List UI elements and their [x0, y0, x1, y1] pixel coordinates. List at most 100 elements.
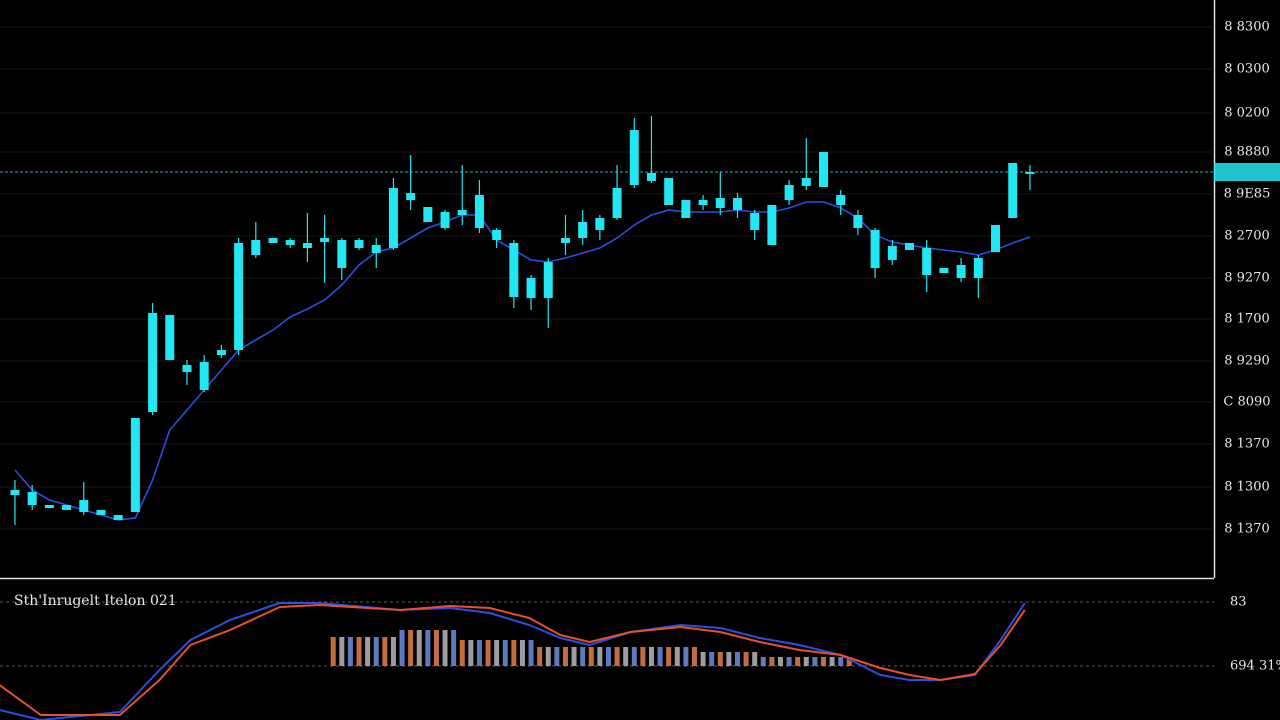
candle-body — [492, 230, 502, 240]
y-tick-label: 8 1300 — [1224, 480, 1270, 495]
y-tick-label: 694 31% — [1230, 659, 1280, 674]
candle-body — [302, 243, 312, 248]
candle-body — [406, 193, 416, 200]
histogram-bar — [356, 637, 362, 666]
y-tick-label: 8 9E85 — [1224, 187, 1271, 202]
histogram-bar — [709, 652, 715, 666]
histogram-bar — [614, 647, 620, 666]
y-tick-label: 8 1700 — [1224, 312, 1270, 327]
candle-body — [1025, 172, 1035, 174]
histogram-bar — [769, 657, 775, 666]
candle-body — [750, 213, 760, 230]
histogram-bar — [683, 647, 689, 666]
y-tick-label: 8 0200 — [1224, 106, 1270, 121]
y-tick-label: 8 9290 — [1224, 354, 1270, 369]
histogram-bar — [390, 637, 396, 666]
histogram-bar — [580, 647, 586, 666]
histogram-bar — [554, 647, 560, 666]
candle-body — [560, 238, 570, 243]
histogram-bar — [597, 647, 603, 666]
histogram-bar — [442, 630, 448, 666]
histogram-bar — [382, 637, 388, 666]
y-tick-label: 8 0300 — [1224, 62, 1270, 77]
histogram-bar — [812, 657, 818, 666]
histogram-bar — [416, 630, 422, 666]
histogram-bar — [519, 640, 525, 666]
candle-body — [767, 205, 777, 245]
candle-body — [371, 245, 381, 253]
histogram-bar — [365, 637, 371, 666]
histogram-bar — [537, 647, 543, 666]
histogram-bar — [545, 647, 551, 666]
histogram-bar — [330, 637, 336, 666]
candle-body — [578, 222, 588, 238]
candle-body — [130, 418, 140, 512]
candle-body — [182, 365, 192, 372]
candle-body — [96, 510, 106, 515]
candle-body — [509, 243, 519, 297]
candle-body — [801, 178, 811, 186]
candle-body — [836, 195, 846, 205]
candle-body — [595, 218, 605, 230]
candle-body — [440, 212, 450, 228]
histogram-bar — [511, 640, 517, 666]
candle-body — [474, 195, 484, 228]
candle-body — [388, 188, 398, 248]
candle-body — [905, 243, 915, 250]
candle-body — [354, 240, 364, 248]
candle-body — [251, 240, 261, 255]
candle-body — [337, 240, 347, 268]
histogram-bar — [838, 657, 844, 666]
candle-body — [715, 198, 725, 208]
histogram-bar — [347, 637, 353, 666]
histogram-bar — [588, 647, 594, 666]
histogram-bar — [562, 647, 568, 666]
indicator-title: Sth'Inrugelt Itelon 021 — [14, 593, 177, 609]
candle-body — [62, 505, 72, 510]
candle-body — [44, 505, 54, 508]
candle-body — [199, 362, 209, 390]
candle-body — [457, 210, 467, 215]
histogram-bar — [502, 640, 508, 666]
histogram-bar — [674, 647, 680, 666]
candle-body — [10, 490, 20, 495]
histogram-bar — [433, 630, 439, 666]
y-tick-label: 8 1370 — [1224, 522, 1270, 537]
histogram-bar — [485, 640, 491, 666]
histogram-bar — [795, 657, 801, 666]
histogram-bar — [399, 630, 405, 666]
histogram-bar — [459, 640, 465, 666]
histogram-bar — [786, 657, 792, 666]
candle-body — [887, 246, 897, 260]
histogram-bar — [640, 647, 646, 666]
histogram-bar — [760, 657, 766, 666]
y-tick-label: 8 1370 — [1224, 437, 1270, 452]
y-tick-label: 83 — [1230, 595, 1247, 610]
y-tick-label: 8 8880 — [1224, 145, 1270, 160]
histogram-bar — [623, 647, 629, 666]
histogram-bar — [373, 637, 379, 666]
histogram-bar — [339, 637, 345, 666]
candle-body — [526, 278, 536, 298]
candle-body — [216, 350, 226, 355]
candle-body — [732, 198, 742, 210]
indicator-line — [0, 604, 1026, 716]
y-tick-label: C 8090 — [1223, 395, 1270, 410]
candle-body — [234, 243, 244, 350]
indicator-line — [0, 602, 1026, 720]
histogram-bar — [476, 640, 482, 666]
candle-body — [818, 152, 828, 187]
histogram-bar — [734, 652, 740, 666]
candle-body — [939, 268, 949, 273]
candle-body — [646, 173, 656, 181]
candle-body — [629, 130, 639, 185]
histogram-bar — [777, 657, 783, 666]
candle-body — [113, 515, 123, 520]
candle-body — [870, 230, 880, 268]
histogram-bar — [605, 647, 611, 666]
histogram-bar — [829, 657, 835, 666]
histogram-bar — [803, 657, 809, 666]
candle-body — [543, 262, 553, 298]
